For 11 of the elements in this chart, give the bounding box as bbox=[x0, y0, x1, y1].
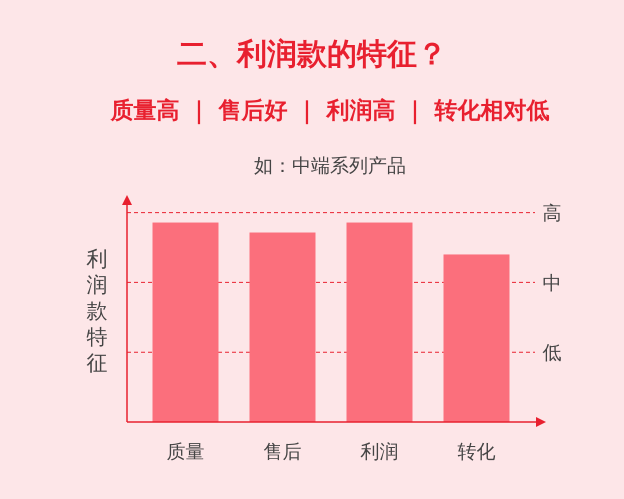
x-tick-label: 转化 bbox=[458, 441, 496, 463]
y-axis-title: 利润款特征 bbox=[86, 247, 108, 375]
ref-line-label: 中 bbox=[542, 272, 562, 294]
ref-line-label: 低 bbox=[542, 342, 562, 364]
x-tick-label: 售后 bbox=[264, 441, 302, 463]
chart-title: 二、利润款的特征？ bbox=[177, 37, 447, 72]
text: 如：中端系列产品 bbox=[254, 155, 406, 177]
x-tick-label: 质量 bbox=[166, 441, 204, 463]
x-tick-label: 利润 bbox=[360, 441, 398, 463]
chart-subtitle: 质量高 ｜ 售后好 ｜ 利润高 ｜ 转化相对低 bbox=[109, 97, 550, 125]
ref-line-label: 高 bbox=[542, 202, 562, 225]
